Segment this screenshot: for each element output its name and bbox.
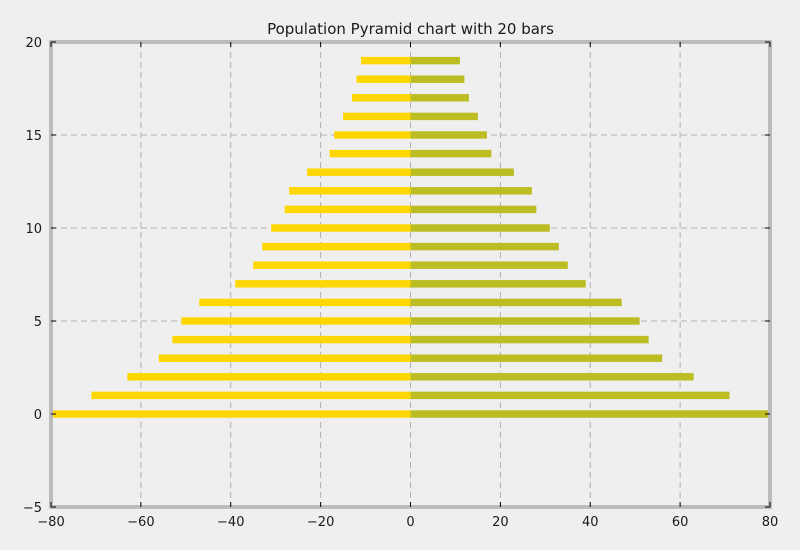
bar-left-18 <box>356 75 411 83</box>
bar-right-12 <box>410 187 532 195</box>
x-tick-label: −60 <box>127 515 154 530</box>
x-tick-label: −80 <box>37 515 64 530</box>
x-tick-label: 60 <box>672 515 689 530</box>
bar-left-4 <box>172 335 411 344</box>
x-tick-label: −20 <box>307 515 334 530</box>
bar-left-15 <box>334 131 411 139</box>
y-tick-label: 10 <box>25 222 42 237</box>
bar-right-9 <box>410 242 559 251</box>
x-axis-ticks: −80 −60 −40 −20 0 20 40 60 80 <box>37 42 778 530</box>
bar-right-6 <box>410 298 622 307</box>
bar-left-10 <box>271 224 411 232</box>
bar-right-8 <box>410 261 568 269</box>
bar-right-17 <box>410 94 469 102</box>
y-tick-label: 5 <box>34 315 42 330</box>
x-tick-label: 20 <box>492 515 509 530</box>
bar-right-3 <box>410 354 663 362</box>
bar-left-3 <box>158 354 411 362</box>
bar-left-13 <box>307 168 411 176</box>
bar-right-10 <box>410 224 550 232</box>
bar-right-5 <box>410 317 640 325</box>
bar-right-11 <box>410 205 537 214</box>
bar-left-5 <box>181 317 411 325</box>
bar-left-0 <box>51 410 411 418</box>
bar-left-16 <box>343 112 411 121</box>
bar-left-12 <box>289 187 411 195</box>
y-axis-ticks: −5 0 5 10 15 20 <box>23 36 770 516</box>
x-tick-label: 0 <box>406 515 414 530</box>
bar-right-19 <box>410 56 460 65</box>
bar-right-4 <box>410 335 649 344</box>
bar-right-0 <box>410 410 770 418</box>
bar-left-19 <box>361 56 411 65</box>
bar-left-11 <box>284 205 411 214</box>
bar-right-18 <box>410 75 465 83</box>
bar-left-17 <box>352 94 411 102</box>
bar-left-9 <box>262 242 411 251</box>
x-tick-label: 40 <box>582 515 599 530</box>
bar-right-14 <box>410 149 492 158</box>
chart-title: Population Pyramid chart with 20 bars <box>267 20 554 38</box>
bar-left-7 <box>235 280 411 288</box>
bar-right-15 <box>410 131 487 139</box>
y-tick-label: 15 <box>25 129 42 144</box>
bar-right-7 <box>410 280 586 288</box>
bar-left-6 <box>199 298 411 307</box>
y-tick-label: 0 <box>34 408 42 423</box>
x-tick-label: 80 <box>762 515 779 530</box>
bar-right-13 <box>410 168 514 176</box>
bars <box>51 56 770 418</box>
bar-left-2 <box>127 373 411 381</box>
grid-lines <box>51 42 770 507</box>
bar-left-8 <box>253 261 411 269</box>
bar-right-2 <box>410 373 694 381</box>
bar-right-1 <box>410 391 730 400</box>
y-tick-label: 20 <box>25 36 42 51</box>
bar-right-16 <box>410 112 478 121</box>
bar-left-14 <box>329 149 411 158</box>
x-tick-label: −40 <box>217 515 244 530</box>
y-tick-label: −5 <box>23 501 42 516</box>
bar-left-1 <box>91 391 411 400</box>
